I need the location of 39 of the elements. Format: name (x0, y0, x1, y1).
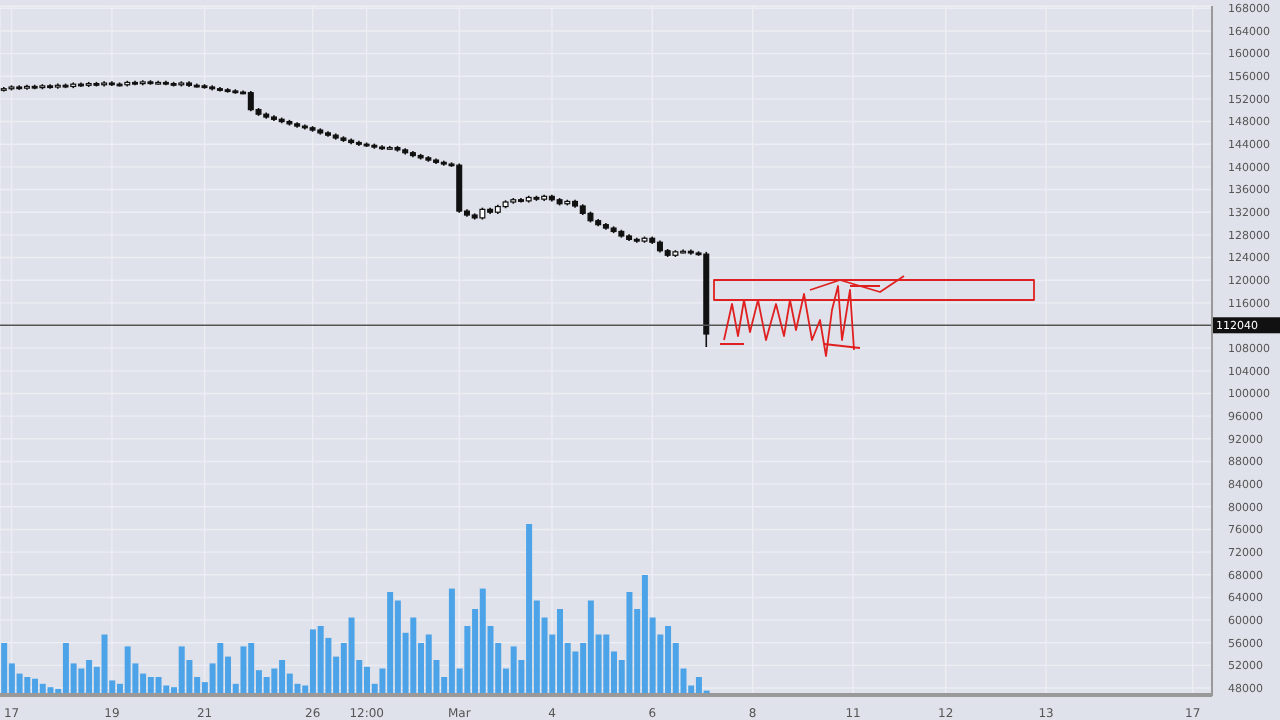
bar (240, 646, 247, 694)
bar (86, 660, 93, 694)
bar (587, 600, 594, 694)
candlestick (456, 162, 463, 214)
bar (410, 617, 417, 694)
bar (124, 646, 131, 694)
bar (309, 629, 316, 694)
bar (510, 646, 517, 694)
bar (217, 643, 224, 694)
bar (279, 660, 286, 694)
bar (572, 651, 579, 694)
bar (448, 588, 455, 694)
bar (348, 617, 355, 694)
candlestick (247, 90, 254, 113)
bar (479, 588, 486, 694)
bar (556, 609, 563, 694)
bar (263, 677, 270, 694)
bar (62, 643, 69, 694)
bar (147, 677, 154, 694)
bar (695, 677, 702, 694)
bar (317, 626, 324, 694)
bar (32, 678, 39, 694)
bar (248, 643, 255, 694)
bar (271, 668, 278, 694)
bar (526, 524, 533, 694)
bar (394, 600, 401, 694)
bar (626, 592, 633, 694)
bar (641, 575, 648, 694)
bar (1, 643, 8, 694)
bar (387, 592, 394, 694)
bar (24, 677, 31, 694)
bar (78, 668, 85, 694)
bar (101, 634, 108, 694)
bar (363, 666, 370, 694)
bar (178, 646, 185, 694)
bar (425, 634, 432, 694)
bar (665, 626, 672, 694)
bar (155, 677, 162, 694)
bar (603, 634, 610, 694)
